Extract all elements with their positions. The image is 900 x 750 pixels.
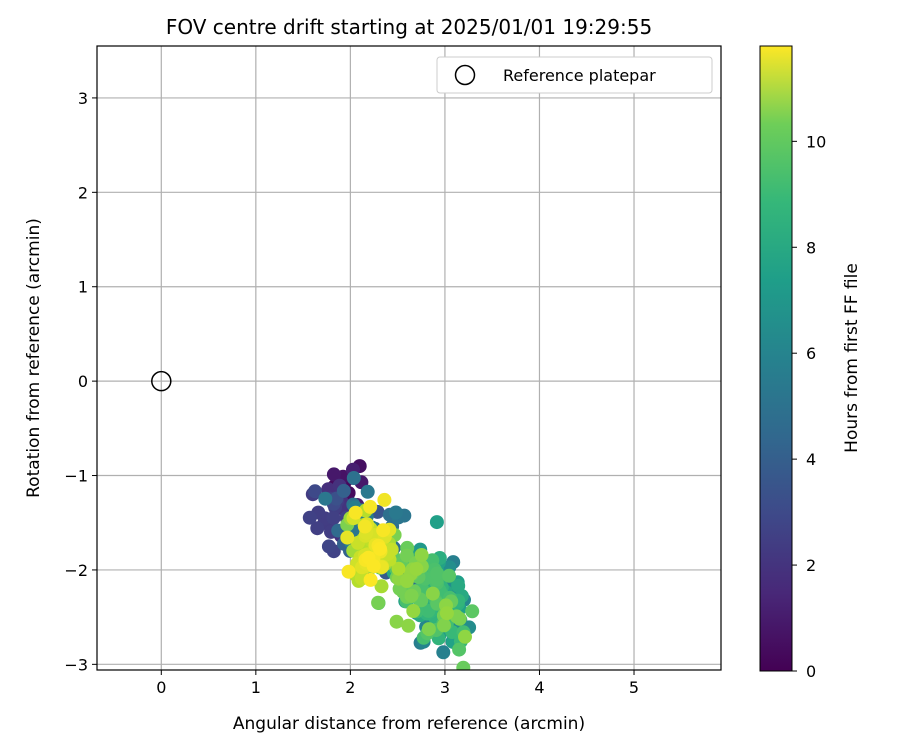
x-tick-label: 1 <box>251 678 261 697</box>
data-point <box>399 574 414 588</box>
chart-title: FOV centre drift starting at 2025/01/01 … <box>166 15 652 39</box>
data-point <box>302 510 317 525</box>
reference-marker-group <box>151 370 172 392</box>
data-point <box>366 559 381 573</box>
data-point <box>401 618 416 633</box>
colorbar-ticks: 0 2 4 6 8 10 <box>792 132 826 681</box>
data-point <box>308 484 322 499</box>
x-tick-label: 0 <box>156 678 166 697</box>
data-point <box>373 541 387 556</box>
data-point <box>340 530 355 545</box>
plot-frame <box>96 45 722 671</box>
x-axis-label: Angular distance from reference (arcmin) <box>233 714 585 734</box>
colorbar-tick-label: 0 <box>806 662 816 681</box>
data-point <box>346 471 361 485</box>
colorbar-label: Hours from first FF file <box>842 263 862 453</box>
y-tick-label: 0 <box>78 372 88 391</box>
data-point <box>363 499 378 514</box>
data-point <box>310 521 325 536</box>
x-tick-label: 4 <box>534 678 544 697</box>
y-tick-label: 2 <box>78 183 88 202</box>
data-point <box>341 564 356 579</box>
colorbar-tick-label: 6 <box>806 344 816 363</box>
data-point <box>452 642 467 657</box>
y-axis-label: Rotation from reference (arcmin) <box>24 218 44 498</box>
data-point <box>326 467 341 482</box>
y-tick-label: 1 <box>78 278 88 297</box>
colorbar-tick-label: 8 <box>806 238 816 257</box>
data-points <box>302 459 480 670</box>
data-point <box>436 645 451 660</box>
data-point <box>409 562 424 576</box>
colorbar: 0 2 4 6 8 10 Hours from first FF file <box>759 45 862 681</box>
data-point <box>430 566 445 581</box>
data-point <box>421 622 436 637</box>
y-axis-ticks: 3 2 1 0 −1 −2 −3 <box>64 89 97 674</box>
data-point <box>439 606 454 621</box>
data-point <box>391 561 406 576</box>
x-axis-ticks: 0 1 2 3 4 5 <box>156 670 639 697</box>
data-point <box>456 660 471 670</box>
data-point <box>429 515 444 530</box>
data-point <box>389 614 404 629</box>
legend-box <box>436 56 713 94</box>
y-tick-label: −2 <box>64 561 88 580</box>
grid <box>97 46 721 670</box>
data-point <box>376 523 391 538</box>
data-point <box>360 484 375 499</box>
data-point <box>465 604 480 619</box>
data-point <box>363 572 378 587</box>
x-tick-label: 5 <box>629 678 639 697</box>
y-tick-label: 3 <box>78 89 88 108</box>
data-point <box>437 618 451 633</box>
data-point <box>442 568 457 583</box>
colorbar-gradient <box>759 45 793 672</box>
data-point <box>326 511 341 526</box>
data-point <box>371 595 386 610</box>
x-tick-label: 2 <box>345 678 355 697</box>
y-tick-label: −3 <box>64 655 88 674</box>
data-point <box>321 539 336 554</box>
data-point <box>318 491 333 506</box>
data-point <box>406 604 421 618</box>
legend-entry-label: Reference platepar <box>503 66 656 85</box>
data-point <box>348 505 363 520</box>
reference-platepar-marker <box>151 370 172 392</box>
x-tick-label: 3 <box>440 678 450 697</box>
data-point <box>377 492 392 507</box>
colorbar-tick-label: 2 <box>806 556 816 575</box>
legend: Reference platepar <box>436 56 713 94</box>
colorbar-tick-label: 10 <box>806 132 826 151</box>
colorbar-tick-label: 4 <box>806 450 816 469</box>
data-point <box>336 483 351 498</box>
data-point <box>404 588 419 603</box>
data-point <box>414 548 429 562</box>
legend-marker <box>454 64 476 86</box>
data-point <box>357 519 372 534</box>
y-tick-label: −1 <box>64 467 88 486</box>
data-point <box>374 579 389 594</box>
data-point <box>458 629 472 644</box>
data-point <box>388 505 403 520</box>
data-point <box>425 586 440 601</box>
